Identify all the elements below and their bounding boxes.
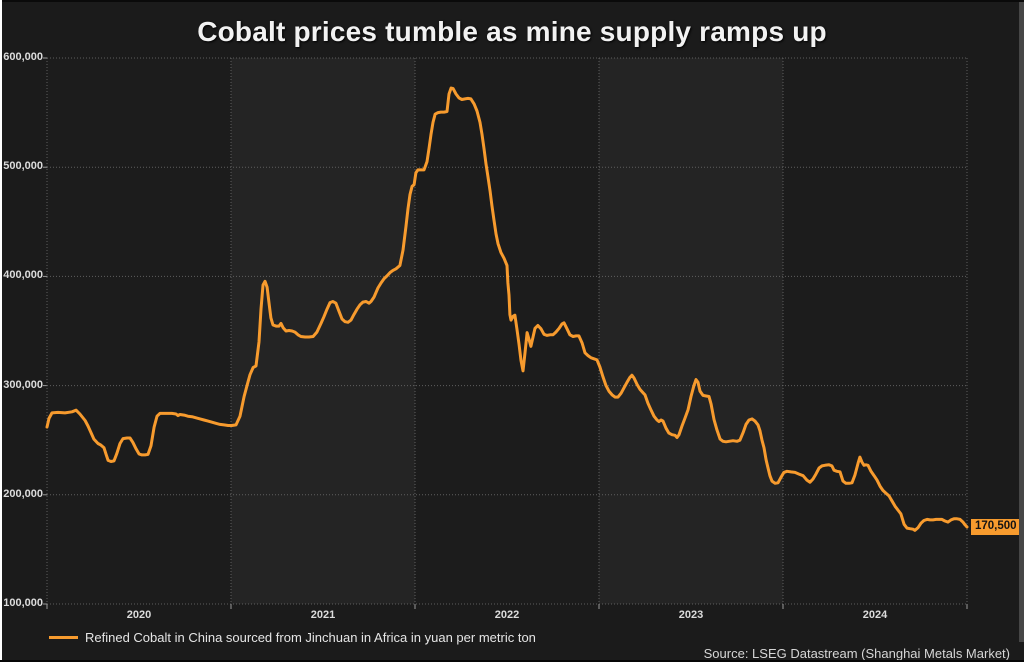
chart-title: Cobalt prices tumble as mine supply ramp… (197, 16, 827, 47)
window-bottom-edge (0, 660, 1024, 662)
legend: Refined Cobalt in China sourced from Jin… (49, 630, 536, 645)
x-axis-tick-label: 2020 (126, 609, 152, 621)
x-axis-tick-label: 2022 (494, 609, 520, 621)
legend-label: Refined Cobalt in China sourced from Jin… (85, 630, 536, 645)
window-top-edge (0, 0, 1024, 2)
y-axis-tick-label: 200,000 (3, 487, 43, 500)
x-axis-tick-label: 2023 (678, 609, 704, 621)
legend-line-swatch (49, 636, 78, 639)
window-right-edge (1019, 2, 1024, 642)
y-axis-tick-label: 600,000 (3, 51, 43, 63)
y-axis-tick-label: 300,000 (3, 378, 43, 391)
window-left-edge (0, 0, 2, 662)
x-axis-tick-label: 2021 (310, 609, 336, 621)
y-axis-tick-label: 400,000 (3, 269, 43, 282)
y-axis-tick-label: 100,000 (3, 597, 43, 609)
source-text: Source: LSEG Datastream (Shanghai Metals… (703, 646, 1010, 661)
last-value-label: 170,500 (971, 519, 1021, 535)
x-axis-tick-label: 2024 (862, 609, 888, 621)
y-axis-tick-label: 500,000 (3, 160, 43, 173)
